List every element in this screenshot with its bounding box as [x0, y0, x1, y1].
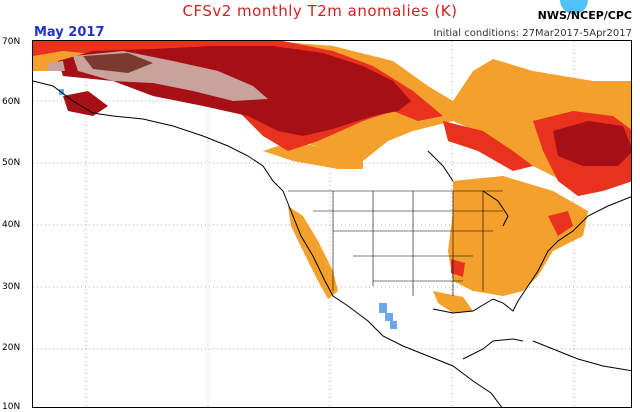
agency-logo [560, 0, 588, 14]
state-borders [288, 190, 503, 296]
initial-conditions: Initial conditions: 27Mar2017-5Apr2017 [433, 28, 632, 39]
lat-label-70n: 70N [2, 37, 21, 47]
lat-label-10n: 10N [2, 402, 21, 412]
lat-label-30n: 30N [2, 282, 21, 292]
map-canvas [33, 41, 631, 407]
lat-label-50n: 50N [2, 158, 21, 168]
map-title: CFSv2 monthly T2m anomalies (K) [182, 2, 458, 20]
lat-label-60n: 60N [2, 97, 21, 107]
anomaly-map [32, 40, 632, 408]
lat-label-20n: 20N [2, 343, 21, 353]
lat-label-40n: 40N [2, 220, 21, 230]
forecast-month: May 2017 [34, 25, 105, 40]
anomaly-dark-brown [83, 53, 153, 73]
agency-label: NWS/NCEP/CPC [537, 9, 632, 22]
coastlines [33, 80, 631, 407]
